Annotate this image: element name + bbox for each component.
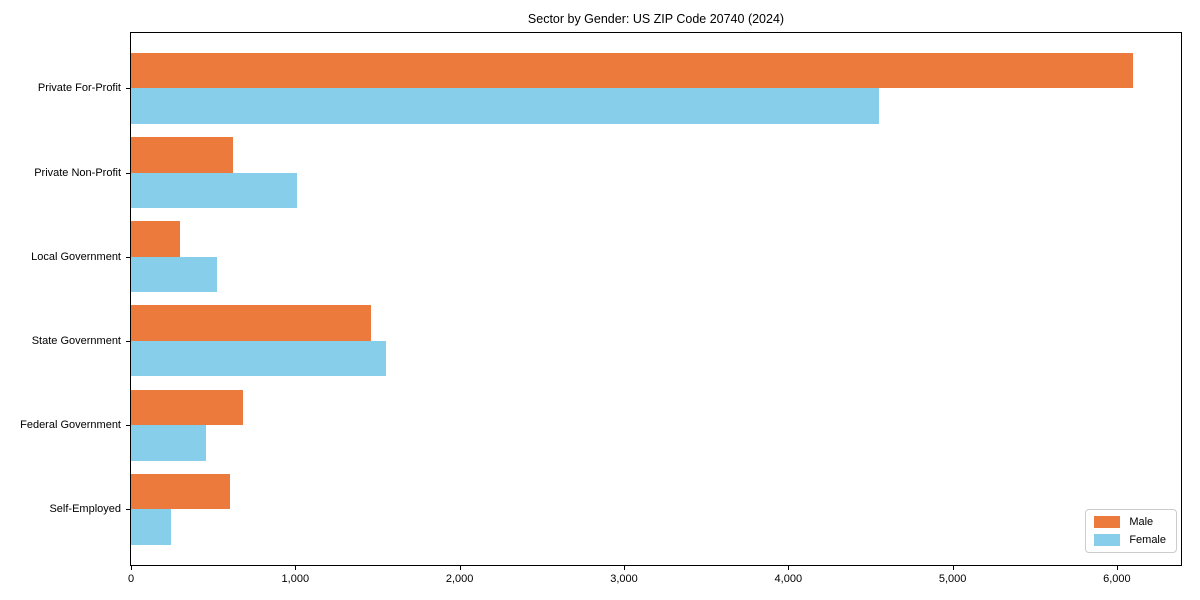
xtick-label-0: 0 [127,573,135,585]
plot-area: Male Female [130,32,1182,566]
ytick-mark [126,425,131,427]
xtick-label-4000: 4,000 [774,573,803,585]
bar-male-local-government [131,221,180,257]
ytick-label-state-government: State Government [31,334,121,347]
bar-male-private-non-profit [131,137,233,173]
ytick-mark [126,88,131,90]
xtick-mark [952,565,954,570]
legend-swatch-female [1094,534,1121,546]
ytick-mark [126,256,131,258]
ytick-mark [126,172,131,174]
bar-female-state-government [131,340,386,377]
xtick-label-2000: 2,000 [445,573,474,585]
ytick-label-federal-government: Federal Government [20,419,121,432]
xtick-mark [131,565,132,570]
bar-female-federal-government [131,425,206,461]
xtick-label-5000: 5,000 [938,573,967,585]
ytick-label-self-employed: Self-Employed [49,503,121,516]
bar-female-private-for-profit [131,88,879,124]
ytick-mark [126,509,131,511]
xtick-mark [295,565,297,570]
xtick-label-6000: 6,000 [1103,573,1131,585]
bar-female-local-government [131,256,218,293]
ytick-label-private-for-profit: Private For-Profit [37,82,121,95]
chart-title: Sector by Gender: US ZIP Code 20740 (202… [527,12,785,26]
xtick-mark [624,565,625,570]
xtick-label-3000: 3,000 [610,573,638,585]
bar-female-self-employed [131,509,172,545]
bar-male-federal-government [131,389,243,426]
xtick-mark [1116,565,1118,570]
xtick-mark [788,565,790,570]
legend-label-male: Male [1129,516,1154,528]
legend-item-female: Female [1094,534,1166,546]
ytick-label-private-non-profit: Private Non-Profit [34,166,121,179]
ytick-label-local-government: Local Government [31,250,121,263]
ytick-mark [126,340,131,342]
legend-swatch-male [1094,516,1121,528]
bar-male-self-employed [131,473,230,510]
xtick-label-1000: 1,000 [281,573,310,585]
bar-male-state-government [131,305,371,341]
legend-item-male: Male [1094,516,1166,528]
legend: Male Female [1085,509,1177,553]
legend-label-female: Female [1129,534,1166,546]
bar-female-private-non-profit [131,172,297,208]
bar-male-private-for-profit [131,52,1134,89]
xtick-mark [459,565,461,570]
